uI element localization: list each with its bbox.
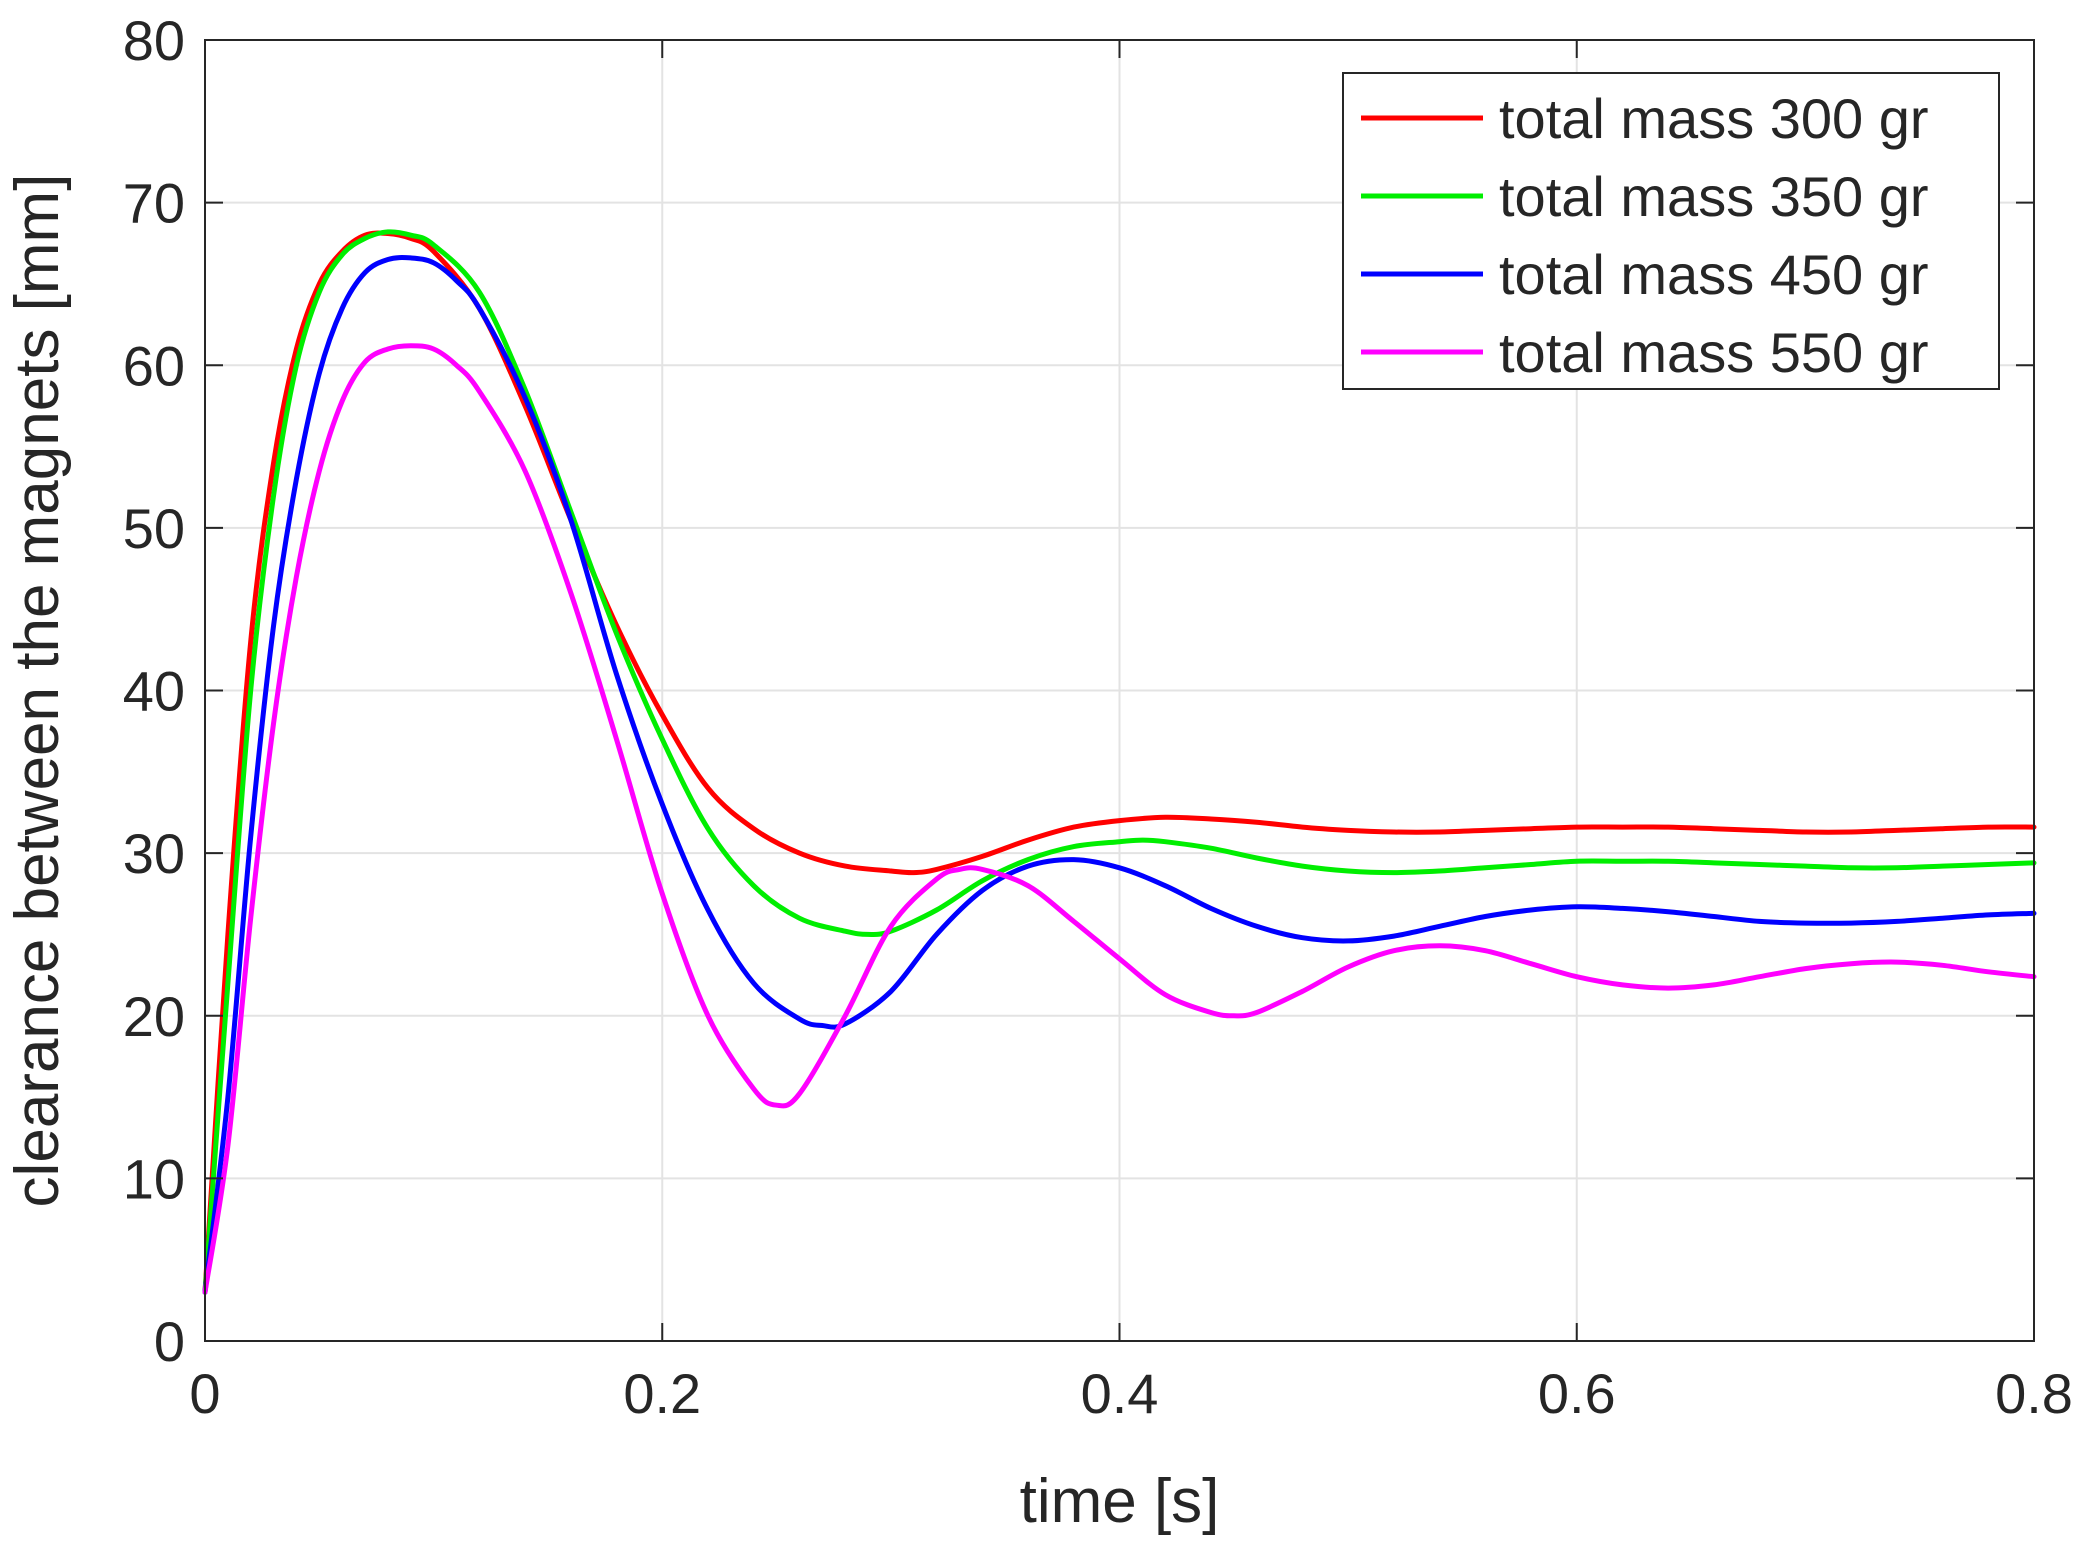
y-axis-label: clearance between the magnets [mm] [3,174,72,1208]
series-line-1 [202,230,2037,1295]
y-tick-label: 50 [123,497,185,560]
legend-label-3: total mass 450 gr [1499,243,1929,306]
x-tick-label: 0.2 [623,1362,701,1425]
y-tick-label: 30 [123,822,185,885]
ticks [204,39,2035,1342]
x-tick-label: 0.6 [1538,1362,1616,1425]
tick-labels: 0 0.2 0.4 0.6 0.8 0 10 20 30 40 50 60 70 80 [123,9,2073,1425]
series-line-4 [202,343,2037,1295]
x-axis-label: time [s] [1020,1467,1220,1536]
legend-label-1: total mass 300 gr [1499,87,1929,150]
y-tick-label: 40 [123,660,185,723]
series-line-3 [202,255,2037,1295]
y-tick-label: 20 [123,985,185,1048]
y-tick-label: 60 [123,334,185,397]
legend-box [1342,72,2000,390]
legend: total mass 300 gr total mass 350 gr total … [1342,72,2000,390]
y-tick-label: 80 [123,9,185,72]
y-tick-label: 70 [123,172,185,235]
x-tick-label: 0.4 [1081,1362,1159,1425]
y-tick-label: 0 [154,1310,185,1373]
y-tick-label: 10 [123,1147,185,1210]
series-group [202,229,2037,1295]
legend-label-2: total mass 350 gr [1499,165,1929,228]
series-line-2 [202,229,2037,1295]
x-tick-label: 0 [189,1362,220,1425]
x-tick-label: 0.8 [1995,1362,2073,1425]
legend-label-4: total mass 550 gr [1499,321,1929,384]
